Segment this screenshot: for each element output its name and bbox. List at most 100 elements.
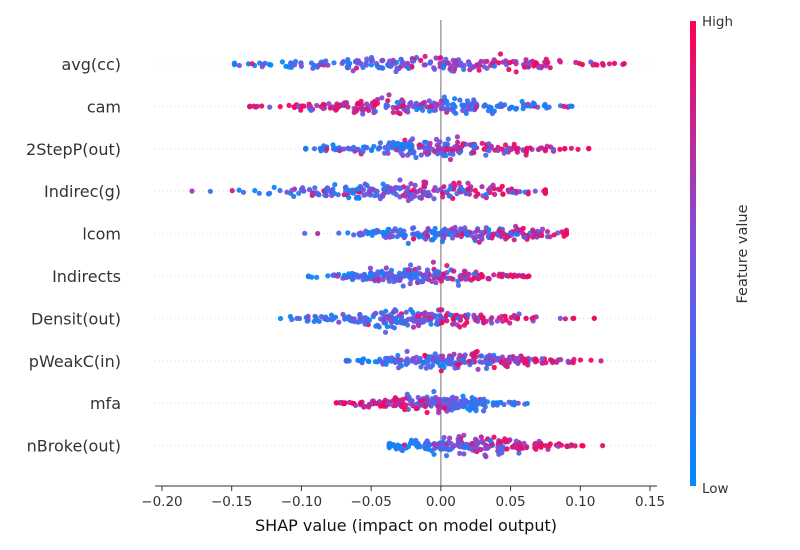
scatter-point bbox=[416, 265, 422, 271]
scatter-point bbox=[380, 229, 386, 235]
scatter-point bbox=[546, 104, 552, 110]
scatter-point bbox=[455, 139, 461, 145]
feature-label: Densit(out) bbox=[31, 309, 121, 328]
scatter-point bbox=[538, 441, 544, 447]
scatter-point bbox=[509, 104, 515, 110]
scatter-point bbox=[600, 62, 606, 68]
scatter-point bbox=[431, 388, 437, 395]
scatter-point bbox=[328, 188, 334, 194]
scatter-point bbox=[427, 108, 433, 114]
scatter-point bbox=[472, 187, 478, 194]
scatter-point bbox=[441, 62, 447, 68]
scatter-point bbox=[229, 188, 235, 194]
scatter-point bbox=[491, 57, 497, 63]
scatter-point bbox=[323, 186, 329, 192]
scatter-point bbox=[461, 451, 467, 457]
scatter-point bbox=[486, 148, 492, 154]
scatter-point bbox=[432, 185, 438, 191]
scatter-point bbox=[462, 444, 468, 451]
scatter-point bbox=[416, 278, 422, 284]
x-tick-label: 0.10 bbox=[565, 494, 595, 510]
scatter-point bbox=[404, 348, 410, 354]
scatter-point bbox=[422, 403, 428, 409]
scatter-point bbox=[392, 402, 399, 409]
scatter-point bbox=[450, 151, 456, 157]
scatter-point bbox=[461, 268, 467, 274]
scatter-point bbox=[422, 441, 429, 447]
scatter-point bbox=[289, 316, 295, 323]
scatter-point bbox=[429, 311, 435, 317]
scatter-point bbox=[323, 316, 329, 322]
scatter-point bbox=[390, 398, 396, 404]
scatter-point bbox=[354, 101, 360, 107]
colorbar-gradient bbox=[690, 21, 696, 486]
scatter-point bbox=[514, 316, 521, 322]
scatter-point bbox=[380, 311, 386, 317]
scatter-point bbox=[311, 146, 318, 152]
scatter-point bbox=[515, 400, 521, 406]
scatter-point bbox=[445, 356, 452, 362]
scatter-point bbox=[372, 108, 378, 115]
scatter-point bbox=[422, 145, 428, 151]
scatter-point bbox=[396, 313, 402, 319]
scatter-point bbox=[492, 191, 498, 197]
scatter-point bbox=[458, 226, 464, 232]
scatter-point bbox=[508, 230, 514, 236]
scatter-point bbox=[315, 230, 321, 237]
scatter-point bbox=[471, 97, 477, 103]
scatter-point bbox=[462, 359, 468, 365]
scatter-point bbox=[368, 273, 374, 279]
scatter-point bbox=[472, 448, 478, 454]
scatter-point bbox=[405, 105, 411, 111]
scatter-point bbox=[501, 230, 507, 237]
scatter-point bbox=[437, 139, 443, 145]
scatter-point bbox=[314, 274, 320, 280]
scatter-point bbox=[437, 307, 443, 313]
scatter-point bbox=[518, 445, 524, 451]
scatter-point bbox=[527, 145, 533, 151]
scatter-point bbox=[329, 192, 335, 199]
scatter-point bbox=[460, 141, 466, 147]
scatter-point bbox=[393, 68, 399, 75]
scatter-point bbox=[483, 152, 489, 158]
scatter-point bbox=[410, 324, 417, 330]
scatter-point bbox=[449, 444, 455, 450]
scatter-point bbox=[471, 271, 477, 277]
scatter-point bbox=[321, 102, 327, 108]
scatter-point bbox=[526, 273, 532, 279]
scatter-point bbox=[475, 366, 481, 372]
scatter-point bbox=[524, 103, 530, 109]
scatter-point bbox=[395, 352, 401, 359]
scatter-point bbox=[325, 273, 331, 279]
scatter-point bbox=[406, 65, 412, 71]
scatter-point bbox=[304, 318, 310, 324]
scatter-point bbox=[393, 318, 399, 324]
scatter-point bbox=[437, 313, 443, 319]
scatter-point bbox=[471, 312, 477, 318]
scatter-point bbox=[557, 315, 563, 321]
scatter-point bbox=[573, 59, 579, 65]
scatter-point bbox=[256, 190, 262, 196]
scatter-point bbox=[503, 438, 509, 445]
scatter-point bbox=[366, 317, 372, 323]
scatter-point bbox=[506, 399, 512, 405]
scatter-point bbox=[382, 329, 389, 335]
scatter-point bbox=[561, 103, 567, 109]
scatter-point bbox=[441, 364, 447, 371]
scatter-point bbox=[499, 146, 505, 152]
scatter-point bbox=[555, 443, 561, 449]
scatter-point bbox=[381, 315, 387, 321]
scatter-point bbox=[440, 353, 446, 359]
scatter-point bbox=[431, 196, 437, 202]
scatter-point bbox=[267, 104, 273, 110]
scatter-point bbox=[474, 62, 480, 68]
colorbar-title: Feature value bbox=[735, 204, 751, 303]
scatter-point bbox=[465, 106, 471, 112]
scatter-point bbox=[542, 190, 549, 196]
scatter-point bbox=[543, 56, 549, 62]
scatter-point bbox=[414, 270, 421, 276]
scatter-point bbox=[549, 358, 556, 364]
scatter-point bbox=[588, 357, 594, 363]
scatter-point bbox=[547, 234, 553, 240]
